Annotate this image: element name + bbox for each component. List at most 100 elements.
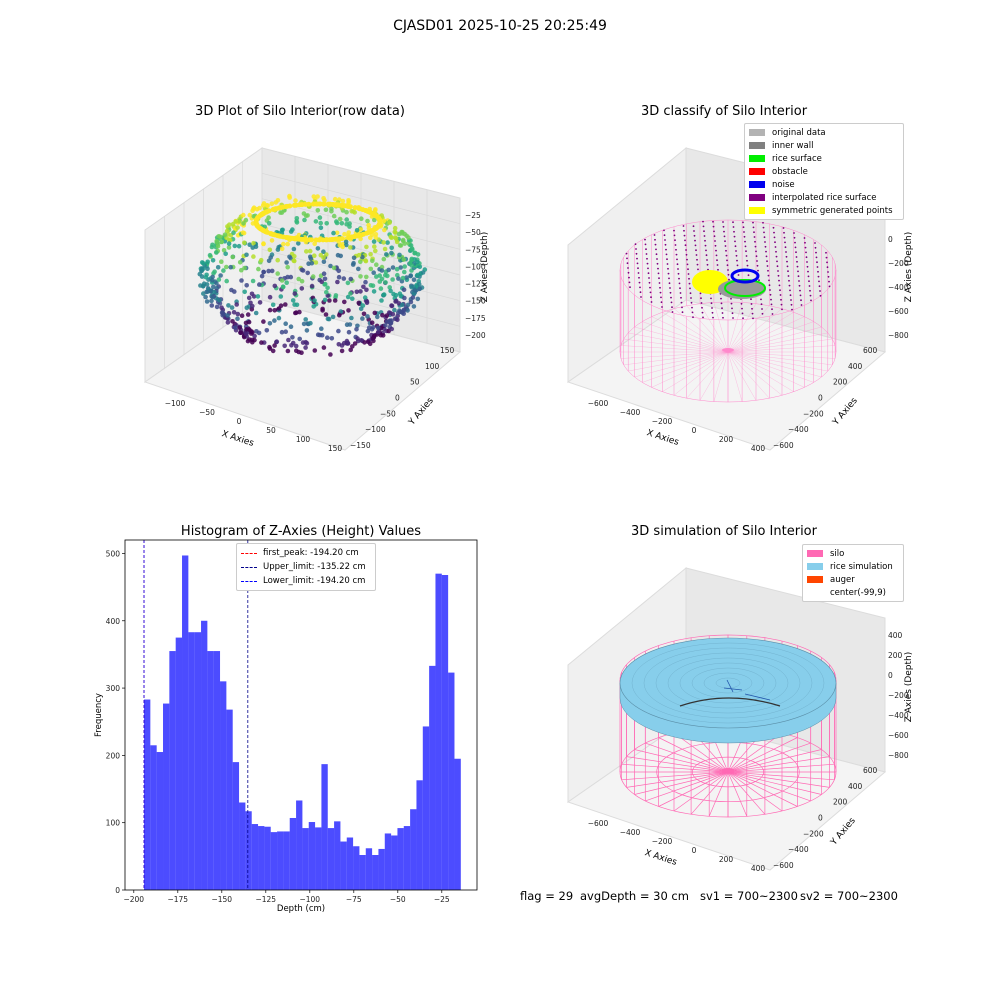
histogram-bar bbox=[334, 821, 341, 890]
histogram-x-tick: −75 bbox=[346, 895, 362, 904]
histogram-bar bbox=[245, 811, 252, 890]
z-tick: −100 bbox=[465, 262, 486, 271]
legend-item: obstacle bbox=[749, 165, 899, 178]
x-tick: 400 bbox=[751, 444, 766, 453]
z-tick: 0 bbox=[888, 671, 893, 680]
z-tick: −200 bbox=[888, 691, 909, 700]
histogram-bar bbox=[207, 651, 214, 890]
y-tick: 100 bbox=[425, 362, 440, 371]
legend-swatch bbox=[749, 194, 765, 201]
legend-swatch bbox=[807, 576, 823, 583]
sv1-text: sv1 = 700~2300 bbox=[700, 889, 798, 903]
simulation-legend: silo rice simulation auger center(-99,9) bbox=[802, 544, 904, 602]
z-tick: 0 bbox=[888, 235, 893, 244]
z-tick: −200 bbox=[465, 331, 486, 340]
y-tick: 400 bbox=[848, 782, 863, 791]
y-tick: −150 bbox=[350, 441, 371, 450]
histogram-legend: first_peak: -194.20 cm Upper_limit: -135.… bbox=[236, 543, 376, 591]
histogram-legend-item: Lower_limit: -194.20 cm bbox=[241, 574, 371, 588]
histogram-bar bbox=[194, 632, 202, 890]
histogram-bar bbox=[321, 764, 328, 890]
y-tick: 600 bbox=[863, 346, 878, 355]
y-tick: 0 bbox=[818, 394, 823, 403]
y-tick: −50 bbox=[380, 409, 396, 418]
histogram-y-label: Frequency bbox=[94, 693, 104, 737]
simulation-z-label: Z Axies (Depth) bbox=[904, 652, 914, 723]
histogram-bar bbox=[416, 780, 423, 890]
legend-item: inner wall bbox=[749, 139, 899, 152]
raw-plot-title: 3D Plot of Silo Interior(row data) bbox=[195, 104, 405, 119]
histogram-bar bbox=[270, 832, 278, 890]
histogram-y-tick: 400 bbox=[106, 617, 121, 626]
z-tick: −600 bbox=[888, 307, 909, 316]
x-tick: 50 bbox=[266, 426, 276, 435]
histogram-bar bbox=[163, 703, 170, 890]
z-tick: −50 bbox=[465, 228, 481, 237]
histogram-bar bbox=[239, 802, 246, 890]
z-tick: −800 bbox=[888, 751, 909, 760]
legend-swatch bbox=[807, 589, 823, 596]
x-tick: −50 bbox=[199, 408, 215, 417]
y-tick: 0 bbox=[818, 814, 823, 823]
y-tick: 150 bbox=[440, 346, 455, 355]
x-tick: 200 bbox=[719, 855, 734, 864]
histogram-bar bbox=[296, 800, 303, 890]
histogram-bar bbox=[429, 665, 436, 890]
histogram-bar bbox=[201, 620, 208, 890]
histogram-x-tick: −100 bbox=[299, 895, 320, 904]
z-tick: −800 bbox=[888, 331, 909, 340]
y-tick: −200 bbox=[803, 409, 824, 418]
legend-item: auger bbox=[807, 573, 899, 586]
histogram-y-tick: 200 bbox=[106, 751, 121, 760]
histogram-legend-item: first_peak: -194.20 cm bbox=[241, 546, 371, 560]
histogram-bar bbox=[150, 745, 157, 890]
avg-depth-text: avgDepth = 30 cm bbox=[580, 889, 689, 903]
y-tick: 400 bbox=[848, 362, 863, 371]
y-tick: −400 bbox=[788, 425, 809, 434]
histogram-bar bbox=[308, 822, 316, 890]
histogram-y-tick: 100 bbox=[106, 819, 121, 828]
x-tick: −600 bbox=[588, 819, 609, 828]
histogram-bar bbox=[372, 855, 379, 890]
histogram-x-tick: −125 bbox=[255, 895, 276, 904]
legend-item: silo bbox=[807, 547, 899, 560]
x-tick: −100 bbox=[165, 399, 186, 408]
z-tick: −75 bbox=[465, 245, 481, 254]
histogram-bar bbox=[277, 831, 284, 890]
legend-swatch bbox=[749, 181, 765, 188]
legend-item: center(-99,9) bbox=[807, 586, 899, 599]
histogram-bar bbox=[220, 681, 227, 890]
classify-plot-title: 3D classify of Silo Interior bbox=[640, 104, 808, 119]
histogram-y-tick: 0 bbox=[115, 886, 120, 895]
histogram-bar bbox=[251, 824, 259, 890]
z-tick: −150 bbox=[465, 297, 486, 306]
histogram-bar bbox=[327, 828, 335, 890]
histogram-bar bbox=[144, 699, 151, 890]
legend-swatch bbox=[807, 550, 823, 557]
histogram-bar bbox=[384, 833, 392, 890]
x-tick: 200 bbox=[719, 435, 734, 444]
histogram-bar bbox=[283, 831, 290, 890]
classify-legend: original data inner wall rice surface obsta… bbox=[744, 123, 904, 220]
x-tick: 0 bbox=[692, 426, 697, 435]
legend-item: symmetric generated points bbox=[749, 204, 899, 217]
z-tick: 400 bbox=[888, 631, 903, 640]
histogram-bar bbox=[340, 841, 347, 890]
histogram-x-label: Depth (cm) bbox=[277, 904, 325, 914]
y-tick: −600 bbox=[773, 861, 794, 870]
x-tick: −400 bbox=[620, 408, 641, 417]
histogram-bar bbox=[213, 651, 221, 890]
histogram-bar bbox=[441, 575, 449, 890]
histogram-bar bbox=[258, 826, 265, 890]
histogram-x-tick: −50 bbox=[390, 895, 406, 904]
histogram-bar bbox=[410, 809, 417, 890]
figure-title: CJASD01 2025-10-25 20:25:49 bbox=[393, 18, 607, 34]
histogram-bar bbox=[435, 573, 442, 890]
legend-swatch bbox=[749, 129, 765, 136]
simulation-x-label: X Axies bbox=[643, 848, 678, 868]
y-tick: −400 bbox=[788, 845, 809, 854]
histogram-bar bbox=[182, 555, 189, 890]
z-tick: −400 bbox=[888, 711, 909, 720]
